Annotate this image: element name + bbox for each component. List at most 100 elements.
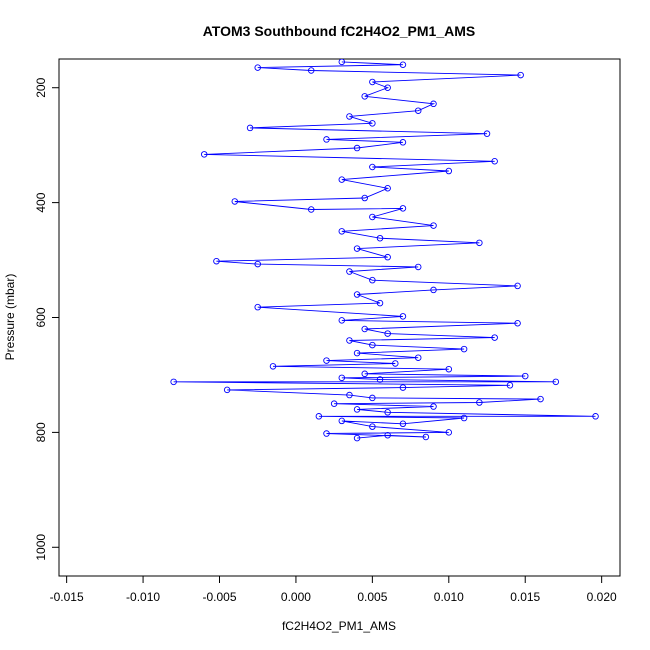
data-point [323, 136, 330, 143]
x-tick-label: -0.015 [50, 590, 84, 604]
data-point [491, 158, 498, 165]
data-point [338, 59, 346, 66]
data-point [361, 93, 368, 100]
x-tick-label: -0.005 [202, 590, 236, 604]
data-point [254, 303, 261, 311]
data-point [399, 384, 407, 391]
data-point [430, 286, 437, 294]
data-point [338, 374, 346, 382]
data-point [369, 163, 376, 171]
data-point [170, 378, 177, 386]
data-point [460, 345, 468, 353]
data-point [376, 234, 384, 242]
data-point [537, 395, 544, 403]
data-point [361, 370, 368, 378]
data-point [376, 376, 384, 383]
data-point [514, 282, 521, 290]
data-point [213, 257, 220, 265]
data-point [369, 120, 376, 127]
data-point [384, 432, 391, 439]
data-point [506, 382, 514, 389]
data-point [399, 313, 407, 320]
data-point [369, 213, 376, 221]
data-point [592, 413, 599, 420]
series-group [170, 59, 599, 442]
data-point [323, 357, 330, 364]
y-tick-label: 400 [34, 192, 48, 212]
data-point [445, 365, 453, 373]
data-point [414, 107, 422, 114]
data-point [552, 378, 560, 386]
data-point [307, 67, 315, 74]
data-point [338, 228, 346, 235]
x-tick-label: 0.015 [510, 590, 540, 604]
y-axis-label: Pressure (mbar) [3, 274, 17, 361]
data-point [338, 317, 346, 324]
data-point [346, 113, 353, 120]
data-point [353, 434, 361, 442]
data-point [254, 260, 261, 268]
x-axis: -0.015 -0.010 -0.005 0.000 0.005 0.010 0.015 0.… [50, 575, 617, 604]
data-point [346, 391, 353, 399]
data-point [330, 400, 338, 407]
data-point [399, 139, 407, 146]
x-tick-label: 0.000 [281, 590, 311, 604]
data-point [269, 363, 277, 370]
data-point [414, 354, 422, 361]
data-point [476, 399, 483, 406]
data-point [254, 64, 261, 71]
data-point [384, 84, 391, 91]
data-point [323, 430, 330, 437]
y-tick-label: 200 [34, 77, 48, 97]
data-point [346, 337, 353, 344]
data-point [369, 78, 376, 86]
x-tick-label: -0.010 [126, 590, 160, 604]
series-line [173, 61, 596, 439]
chart-title: ATOM3 Southbound fC2H4O2_PM1_AMS [203, 23, 476, 39]
data-point [231, 198, 239, 205]
data-point [430, 403, 437, 410]
data-point [392, 360, 399, 367]
data-point [369, 423, 376, 430]
data-point [384, 184, 391, 192]
data-point [353, 406, 361, 413]
data-point [514, 319, 521, 327]
data-point [353, 291, 361, 298]
data-point [369, 276, 376, 284]
x-axis-label: fC2H4O2_PM1_AMS [282, 619, 396, 633]
data-point [384, 409, 391, 416]
data-point [422, 433, 430, 441]
plot-frame [58, 58, 621, 577]
y-axis: 200 400 600 800 1000 [34, 77, 60, 561]
data-point [414, 263, 422, 271]
data-point [399, 61, 407, 68]
data-point [338, 417, 346, 425]
data-point [460, 414, 468, 422]
x-tick-label: 0.005 [357, 590, 387, 604]
y-tick-label: 600 [34, 307, 48, 327]
data-point [384, 253, 391, 261]
data-point [338, 176, 346, 183]
data-point [430, 222, 437, 229]
data-point [445, 429, 453, 436]
data-point [483, 130, 491, 137]
data-point [491, 334, 498, 341]
data-point [361, 325, 368, 333]
data-point [399, 205, 407, 212]
y-tick-label: 800 [34, 422, 48, 442]
data-point [430, 100, 437, 108]
data-point [200, 151, 208, 158]
data-point [399, 420, 407, 428]
data-point [353, 349, 361, 357]
data-point [346, 268, 353, 275]
data-point [369, 341, 376, 349]
data-layer [170, 59, 599, 442]
data-point [353, 245, 361, 252]
data-point [445, 167, 453, 175]
data-point [223, 386, 231, 394]
data-point [353, 144, 361, 152]
y-tick-label: 1000 [34, 534, 48, 561]
data-point [476, 239, 483, 247]
data-point [246, 124, 254, 132]
